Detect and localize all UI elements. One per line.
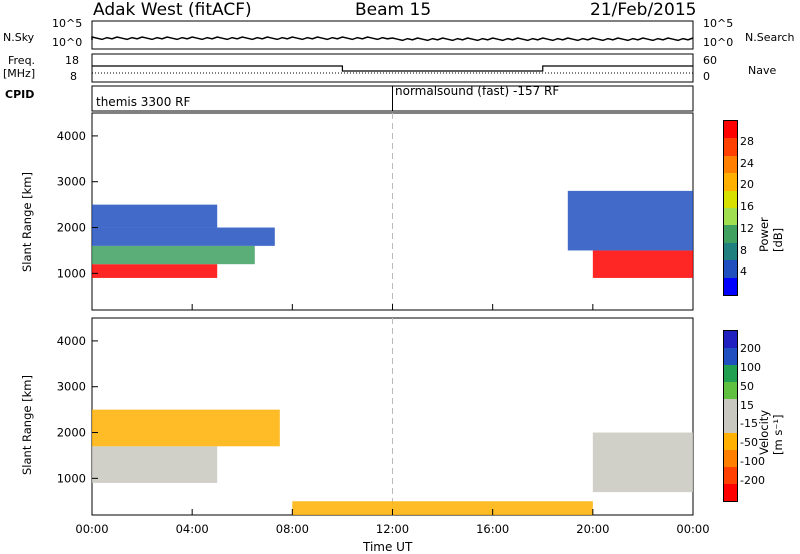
cpid-mode-2: normalsound (fast) -157 RF	[395, 84, 560, 98]
ytick-label: 1000	[57, 471, 86, 485]
xtick-label: 00:00	[676, 522, 709, 536]
station-title: Adak West (fitACF)	[93, 0, 252, 20]
echo-region	[292, 501, 593, 515]
freq-unit-label: [MHz]	[3, 67, 36, 80]
cpid-label: CPID	[5, 88, 35, 101]
noise-trace	[91, 36, 694, 42]
nave-label: Nave	[748, 64, 777, 77]
xaxis-label: Time UT	[363, 540, 413, 554]
freq-panel-frame	[91, 53, 694, 83]
power-scale-tick: 8	[740, 243, 747, 257]
xtick-label: 00:00	[75, 522, 108, 536]
ytick-label: 3000	[57, 175, 86, 189]
xtick-label: 08:00	[276, 522, 309, 536]
freq-trace	[92, 65, 693, 72]
echo-region	[92, 204, 218, 228]
echo-region	[92, 227, 275, 246]
velocity-colorbar	[723, 330, 738, 502]
echo-region	[592, 250, 693, 278]
echo-region	[92, 264, 218, 278]
beam-title: Beam 15	[355, 0, 432, 20]
freq-left-top: 18	[65, 54, 79, 67]
velocity-scale-tick: -50	[740, 436, 758, 450]
power-scale-tick: 12	[740, 221, 754, 235]
xtick-label: 20:00	[576, 522, 609, 536]
velocity-scale-tick: 200	[740, 341, 761, 355]
noise-right-top: 10^5	[703, 17, 734, 30]
power-scale-tick: 16	[740, 200, 754, 213]
echo-region	[592, 432, 693, 493]
velocity-scale-tick: -100	[740, 455, 765, 469]
ytick-label: 4000	[57, 129, 86, 143]
power-colorbar	[723, 120, 738, 296]
ytick-label: 2000	[57, 426, 86, 440]
echo-region	[567, 190, 693, 251]
ytick-label: 4000	[57, 334, 86, 348]
xtick-label: 16:00	[476, 522, 509, 536]
noise-left-top: 10^5	[52, 17, 83, 30]
echo-region	[92, 409, 280, 447]
velocity-scale-tick: 50	[740, 379, 754, 393]
xtick-label: 12:00	[376, 522, 409, 536]
nsky-label: N.Sky	[3, 31, 35, 44]
ytick-label: 2000	[57, 221, 86, 235]
power-scale-tick: 20	[740, 178, 754, 192]
noise-panel-frame	[91, 20, 694, 50]
freq-right-bottom: 0	[703, 70, 710, 83]
noise-right-bottom: 10^0	[703, 36, 734, 49]
cpid-mode-1: themis 3300 RF	[96, 95, 191, 109]
power-scale-tick: 28	[740, 134, 754, 148]
nsearch-label: N.Search	[745, 31, 795, 44]
echo-region	[92, 446, 218, 483]
velocity-scale-tick: 15	[740, 398, 754, 412]
power-scale-tick: 24	[740, 156, 754, 170]
freq-left-bottom: 8	[70, 70, 77, 83]
date-title: 21/Feb/2015	[590, 0, 697, 20]
ytick-label: 1000	[57, 266, 86, 280]
freq-right-top: 60	[703, 54, 717, 67]
ytick-label: 3000	[57, 380, 86, 394]
velocity-scale-tick: 100	[740, 360, 761, 374]
noise-left-bottom: 10^0	[52, 36, 83, 49]
power-scale-tick: 4	[740, 265, 747, 279]
xtick-label: 04:00	[176, 522, 209, 536]
echo-region	[92, 245, 255, 265]
velocity-scale-tick: -200	[740, 474, 765, 488]
freq-label: Freq.	[8, 54, 36, 67]
velocity-scale-tick: -15	[740, 417, 758, 431]
